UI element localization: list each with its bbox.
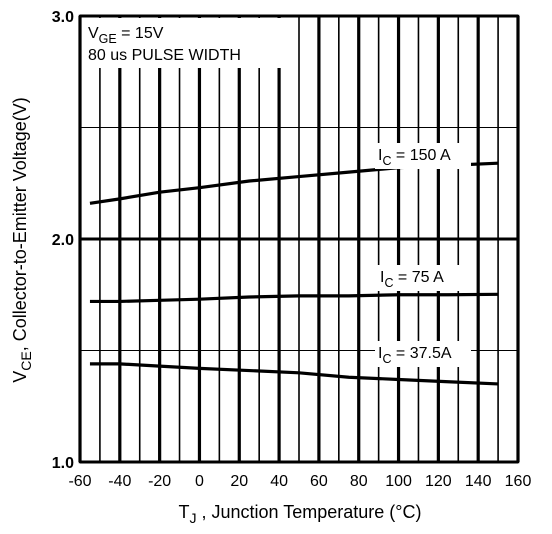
series-label: IC = 37.5A (378, 345, 452, 366)
series-label-bg (375, 341, 471, 367)
x-tick-label: 100 (385, 473, 412, 490)
series-label: IC = 75 A (380, 269, 444, 290)
x-tick-label: 80 (350, 473, 368, 490)
grid (78, 14, 520, 464)
condition-line: VGE = 15V (88, 25, 164, 46)
x-tick-label: 40 (270, 473, 288, 490)
x-tick-label: 0 (195, 473, 204, 490)
condition-line-main: 80 us PULSE WIDTH (88, 47, 241, 64)
y-tick-label: 1.0 (52, 455, 74, 472)
series-label-rest: = 75 A (393, 269, 444, 286)
series-label-main: I (378, 345, 382, 362)
plot-frame-rect (78, 14, 520, 464)
series-label-sub: C (382, 352, 391, 366)
x-tick-label: -60 (68, 473, 91, 490)
series-label-rest: = 150 A (391, 147, 450, 164)
x-tick-label: 120 (425, 473, 452, 490)
condition-line-main: V (88, 25, 99, 42)
condition-line-sub: GE (99, 32, 117, 46)
y-axis-title-main: V (10, 371, 30, 383)
series-label-main: I (378, 147, 382, 164)
x-tick-label: 60 (310, 473, 328, 490)
series-label: IC = 150 A (378, 147, 451, 168)
series-line (89, 362, 499, 386)
x-tick-label: -20 (148, 473, 171, 490)
x-axis-title-main: T (179, 502, 190, 522)
x-tick-label: 160 (505, 473, 532, 490)
y-axis-title: VCE, Collector-to-Emitter Voltage(V) (10, 97, 34, 383)
series-label-rest: = 37.5A (391, 345, 451, 362)
x-tick-label: 140 (465, 473, 492, 490)
x-axis-title-sub: J (190, 510, 197, 526)
x-axis-title-rest: , Junction Temperature (°C) (197, 502, 422, 522)
x-tick-label: -40 (108, 473, 131, 490)
plot-frame (78, 14, 520, 464)
y-axis-title-sub: CE (18, 351, 34, 371)
conditions-box (82, 18, 294, 68)
tick-labels: -60 -40 -20 0 20 40 60 80 100 120 140 160 1.0 2.0 3.0 (52, 9, 532, 490)
series-label-bg (377, 265, 473, 291)
y-tick-label: 2.0 (52, 232, 74, 249)
series-label-sub: C (382, 154, 391, 168)
condition-line: 80 us PULSE WIDTH (88, 47, 241, 64)
series-line (89, 292, 499, 304)
y-tick-label: 3.0 (52, 9, 74, 26)
series-label-bg (375, 143, 471, 169)
x-axis-title: TJ , Junction Temperature (°C) (179, 502, 422, 526)
series-label-sub: C (384, 276, 393, 290)
x-tick-label: 20 (230, 473, 248, 490)
condition-line-rest: = 15V (117, 25, 164, 42)
series-label-main: I (380, 269, 384, 286)
y-axis-title-rest: , Collector-to-Emitter Voltage(V) (10, 97, 30, 351)
